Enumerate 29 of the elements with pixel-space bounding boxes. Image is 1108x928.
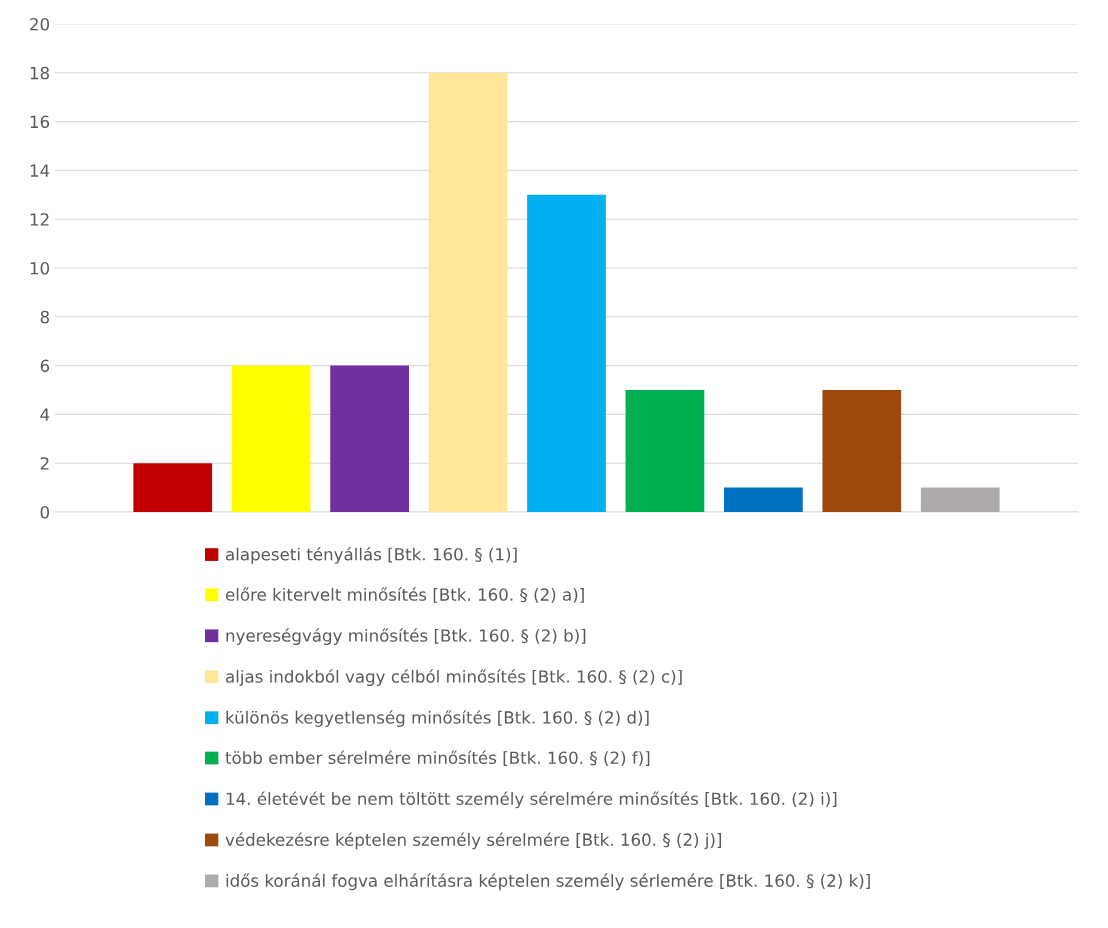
y-tick-label: 2 xyxy=(40,457,49,470)
bar xyxy=(330,365,409,512)
y-tick-label: 14 xyxy=(30,164,50,177)
y-tick-label: 4 xyxy=(40,408,50,421)
legend-label: idős koránál fogva elhárításra képtelen személy sérlemére [Btk. 160. § (2) k)] xyxy=(226,873,870,891)
bar xyxy=(527,194,606,512)
bar xyxy=(625,390,705,512)
legend-label: 14. életévét be nem töltött személy sérelmére minősítés [Btk. 160. (2) i)] xyxy=(226,791,837,809)
legend-label: védekezésre képtelen személy sérelmére [Btk. 160. § (2) j)] xyxy=(225,832,722,850)
legend-label: különös kegyetlenség minősítés [Btk. 160. § (2) d)] xyxy=(226,710,649,727)
y-tick-label: 6 xyxy=(40,359,50,373)
bar xyxy=(724,487,803,512)
legend-label: több ember sérelmére minősítés [Btk. 160. § (2) f)] xyxy=(225,750,650,767)
bar xyxy=(822,390,902,512)
y-tick-label: 8 xyxy=(40,310,49,324)
bar xyxy=(231,365,311,512)
y-tick-label: 16 xyxy=(30,115,50,129)
y-tick-label: 20 xyxy=(30,17,50,31)
y-tick-label: 0 xyxy=(40,505,50,519)
legend-label: nyereségvágy minősítés [Btk. 160. § (2) b)] xyxy=(226,628,586,646)
y-tick-label: 10 xyxy=(30,261,50,275)
legend-label: előre kitervelt minősítés [Btk. 160. § (2) a)] xyxy=(225,587,584,603)
bar xyxy=(133,463,213,512)
bar xyxy=(428,72,508,512)
y-tick-label: 18 xyxy=(30,66,49,80)
legend-label: aljas indokból vagy célból minősítés [Btk. 160. § (2) c)] xyxy=(226,669,682,687)
legend-label: alapeseti tényállás [Btk. 160. § (1)] xyxy=(226,547,517,564)
bar xyxy=(920,487,1000,512)
y-tick-label: 12 xyxy=(30,213,49,226)
